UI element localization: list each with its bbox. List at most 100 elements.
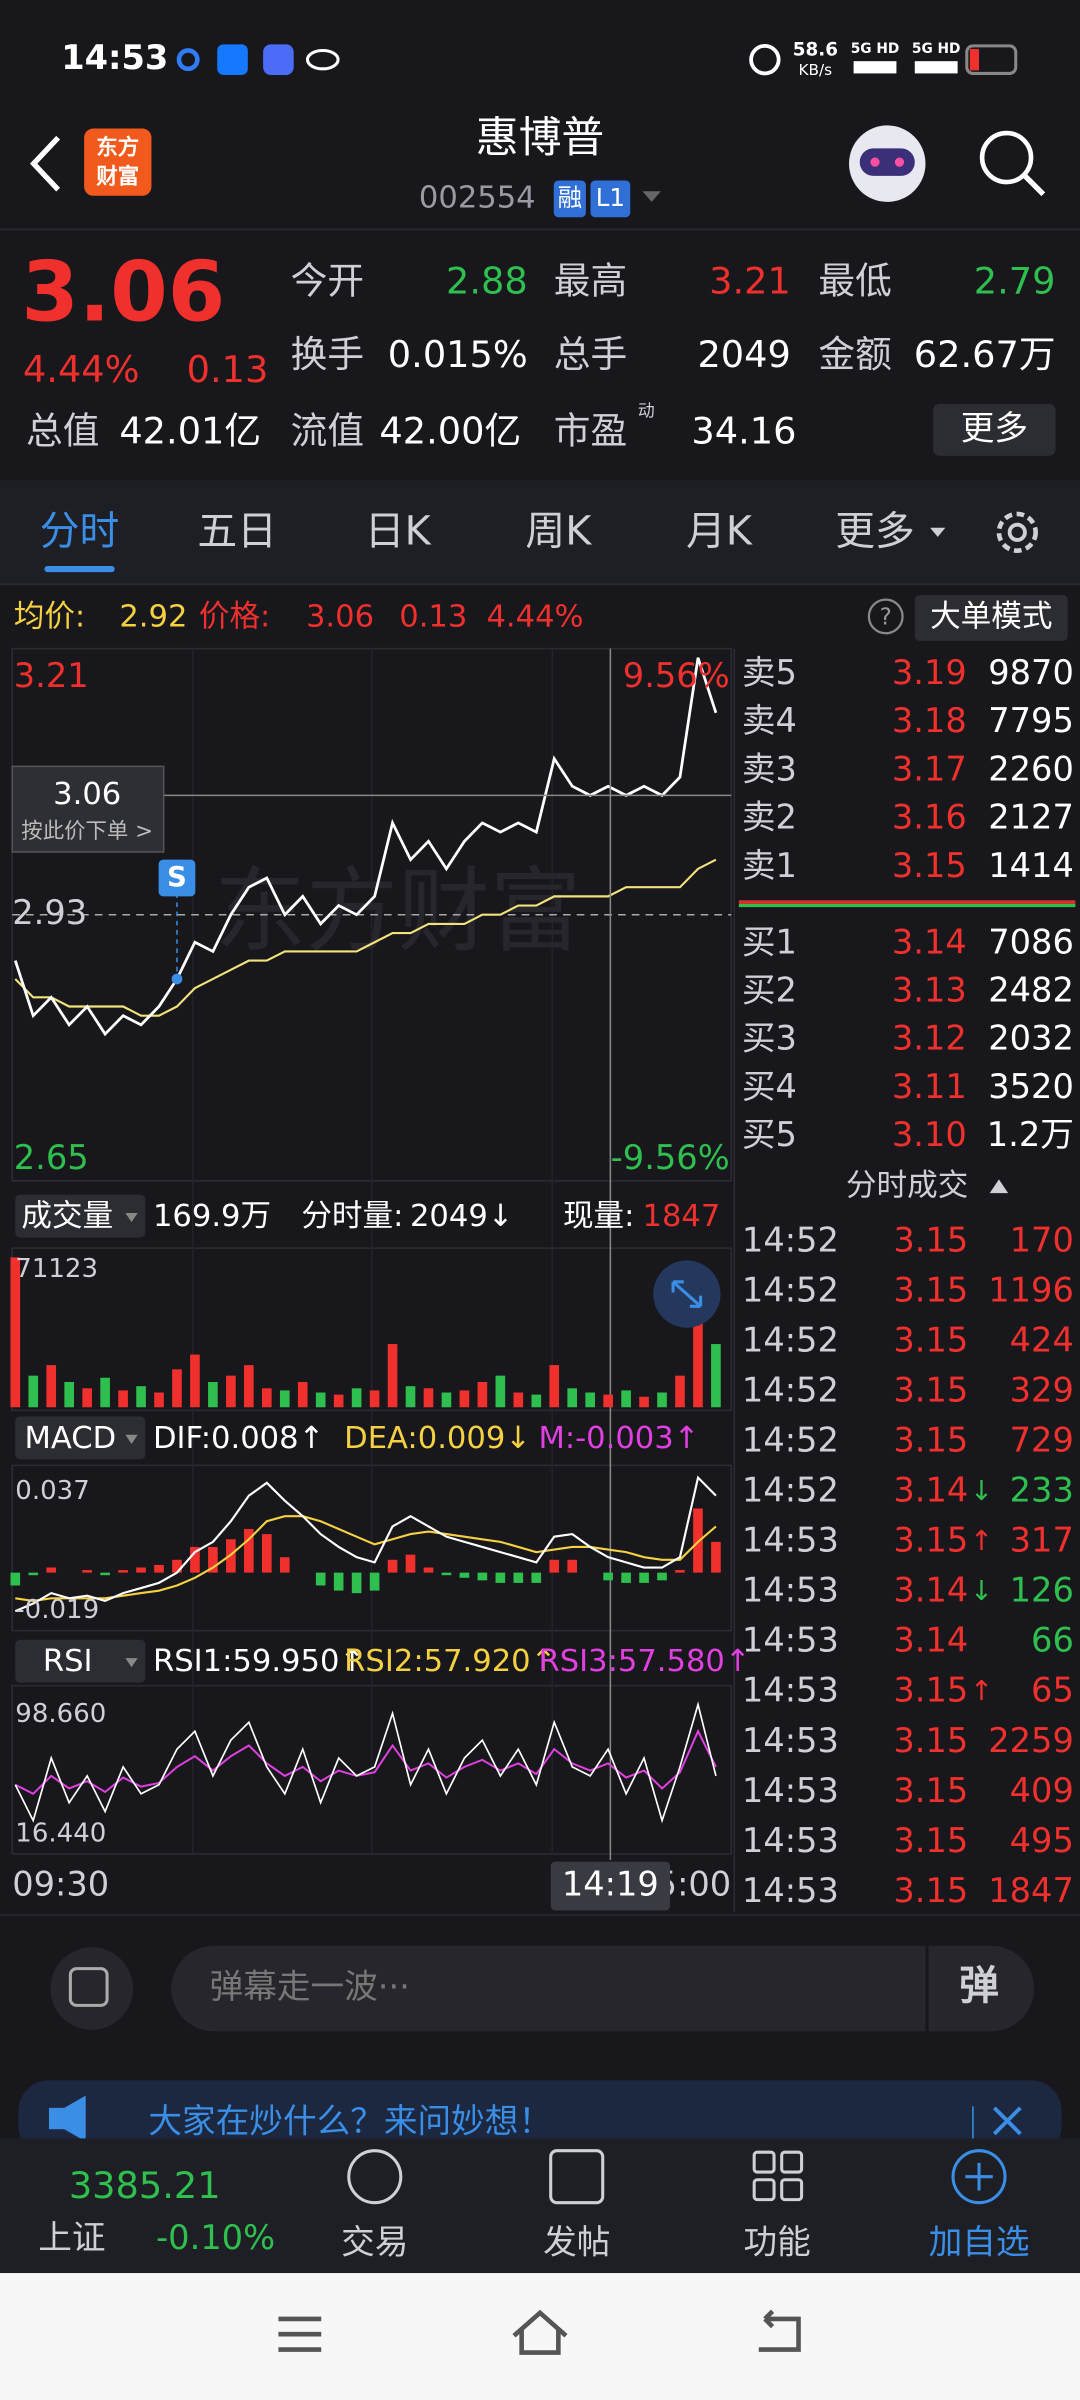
dea-value: DEA:0.009↓ (344, 1421, 531, 1456)
book-volume: 2032 (988, 1019, 1074, 1058)
function-icon (780, 2150, 804, 2174)
tab[interactable]: 周K (525, 508, 592, 554)
sort-caret (989, 1179, 1009, 1194)
trades-title[interactable]: 分时成交 (846, 1168, 968, 1203)
macd-bar (28, 1572, 39, 1576)
macd-bar (531, 1572, 542, 1583)
trade-price: 3.15 (893, 1721, 968, 1760)
back-button[interactable] (29, 135, 61, 192)
tab[interactable]: 月K (686, 508, 753, 554)
signal-point (171, 973, 183, 985)
macd-axis-bottom: -0.019 (15, 1595, 99, 1625)
volume-bar (405, 1386, 416, 1408)
macd-bar (10, 1572, 21, 1586)
danmaku-toggle[interactable] (50, 1947, 134, 2030)
cursor-hint[interactable]: 按此价下单 > (21, 819, 153, 844)
indicator-name[interactable]: 成交量 (21, 1199, 113, 1234)
trade-volume: 1847 (988, 1871, 1074, 1910)
book-volume: 2127 (988, 798, 1074, 837)
trade-volume: 317 (1010, 1521, 1074, 1560)
volume-bar (621, 1390, 631, 1408)
book-volume: 9870 (988, 653, 1074, 692)
watermark: 东方财富 (214, 858, 581, 965)
index-value[interactable]: 3385.21 (69, 2164, 221, 2207)
close-banner[interactable] (992, 2106, 1022, 2136)
macd-bar (387, 1559, 398, 1573)
tab[interactable]: 日K (365, 508, 432, 554)
back-nav-button[interactable] (758, 2309, 801, 2352)
settings-button[interactable] (996, 511, 1038, 553)
help-icon[interactable] (867, 598, 904, 635)
dropdown-caret[interactable] (642, 191, 661, 202)
signal-badge (158, 859, 196, 897)
macd-bar (711, 1541, 721, 1573)
nav-label[interactable]: 加自选 (929, 2222, 1030, 2261)
battery (965, 44, 1018, 75)
field-label: 最低 (818, 259, 891, 302)
more-button-label[interactable]: 更多 (961, 408, 1028, 447)
tag (553, 180, 586, 218)
price-line (13, 657, 718, 1037)
macd-bar (279, 1557, 290, 1573)
book-price: 3.11 (892, 1067, 967, 1106)
nav-label[interactable]: 交易 (341, 2222, 408, 2261)
book-price: 3.16 (892, 798, 967, 837)
indicator-name[interactable]: MACD (24, 1421, 116, 1456)
index-name[interactable]: 上证 (38, 2218, 105, 2257)
send-danmaku[interactable]: 弹 (959, 1963, 999, 2009)
function-icon (752, 2150, 776, 2174)
macd-bar (549, 1559, 560, 1573)
macd-bar (154, 1564, 164, 1573)
book-volume: 2482 (988, 970, 1074, 1009)
indicator-selector[interactable] (15, 1416, 146, 1460)
macd-bar (172, 1559, 182, 1573)
macd-bar (441, 1572, 452, 1576)
trade-price: 3.14 (893, 1621, 968, 1660)
volume-bar (495, 1375, 506, 1408)
search-button[interactable] (979, 130, 1046, 197)
nav-label[interactable]: 功能 (743, 2222, 810, 2261)
book-volume: 7795 (988, 701, 1074, 740)
macd-bar (244, 1528, 254, 1573)
trade-time: 14:52 (742, 1221, 839, 1260)
assistant-avatar[interactable] (849, 125, 926, 202)
volume-bar (549, 1365, 560, 1408)
dropdown-caret (125, 1213, 138, 1223)
field-value: 34.16 (691, 409, 796, 452)
volume-bar (261, 1388, 272, 1408)
nav-label[interactable]: 发帖 (543, 2222, 610, 2261)
indicator-selector[interactable] (15, 1194, 146, 1238)
field-value: 2049 (697, 333, 790, 376)
clock: 14:53 (61, 38, 168, 77)
index-change[interactable]: -0.10% (156, 2218, 275, 2257)
trade-time: 14:53 (742, 1521, 839, 1560)
prev-close-label: 2.93 (12, 893, 87, 932)
tab-bar (0, 480, 1080, 585)
banner-text[interactable]: 大家在炒什么？来问妙想！ (148, 2102, 552, 2141)
help-label[interactable]: ? (880, 604, 892, 630)
tab[interactable]: 分时 (40, 508, 120, 554)
indicator-name[interactable]: RSI (43, 1644, 93, 1679)
trade-volume: 126 (1010, 1571, 1074, 1610)
time-start: 09:30 (12, 1865, 109, 1904)
banner[interactable] (18, 2080, 1062, 2157)
tab[interactable]: 五日 (197, 508, 277, 554)
book-price: 3.10 (892, 1115, 967, 1154)
macd-bar (118, 1570, 128, 1573)
big-order-label[interactable]: 大单模式 (930, 599, 1052, 634)
volume-bar (244, 1365, 254, 1408)
volume-bar (657, 1392, 667, 1408)
big-order-button[interactable] (914, 595, 1068, 641)
comment-placeholder[interactable]: 弹幕走一波··· (210, 1967, 410, 2006)
tab[interactable]: 更多 (835, 508, 915, 554)
comment-input[interactable] (171, 1945, 1035, 2032)
home-button[interactable] (512, 2309, 568, 2355)
trade-time: 14:53 (742, 1771, 839, 1810)
trade-volume: 233 (1010, 1471, 1074, 1510)
more-button[interactable] (933, 403, 1056, 456)
menu-button[interactable] (278, 2316, 322, 2352)
macd-bar (621, 1572, 631, 1583)
tag (590, 180, 631, 218)
gear-icon (996, 511, 1038, 553)
indicator-selector[interactable] (15, 1639, 146, 1683)
